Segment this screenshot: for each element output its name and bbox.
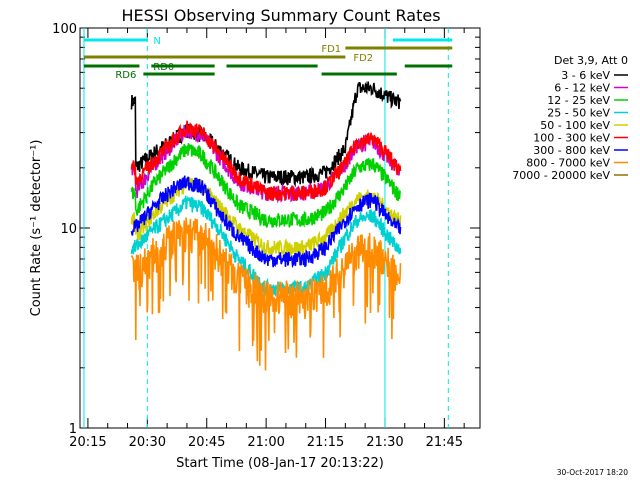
legend-label: 25 - 50 keV [547, 107, 610, 120]
series-line [130, 143, 402, 229]
x-tick-label: 20:45 [188, 435, 225, 450]
y-tick-label: 10 [60, 222, 77, 237]
legend-label: 6 - 12 keV [554, 82, 610, 95]
x-tick-label: 21:15 [307, 435, 344, 450]
x-tick-label: 21:30 [366, 435, 403, 450]
series-line [130, 177, 402, 258]
x-tick-label: 20:15 [69, 435, 106, 450]
x-tick-label: 20:30 [129, 435, 166, 450]
x-tick-label: 21:45 [426, 435, 463, 450]
legend-label: 100 - 300 keV [533, 132, 610, 145]
x-tick-label: 21:00 [247, 435, 284, 450]
legend-label: 800 - 7000 keV [526, 157, 610, 170]
flag-bar-label: N [153, 36, 160, 47]
y-axis-label: Count Rate (s⁻¹ detector⁻¹) [29, 140, 44, 317]
legend-label: 300 - 800 keV [533, 144, 610, 157]
series-line [130, 217, 402, 371]
legend-label: 12 - 25 keV [547, 94, 610, 107]
y-tick-label: 100 [52, 22, 77, 37]
legend-title: Det 3,9, Att 0 [554, 54, 628, 67]
series-line [130, 195, 402, 298]
y-tick-label: 1 [69, 422, 77, 437]
flag-bar-label: RD0 [153, 62, 174, 73]
flag-bar-label: RD6 [115, 70, 136, 81]
x-axis-label: Start Time (08-Jan-17 20:13:22) [176, 456, 384, 471]
plot-area: 1 10 100 20:15 20:30 20:45 21:00 21:15 21:30 21:4… [52, 22, 481, 450]
series-line [130, 120, 402, 201]
flag-bar-label: FD2 [353, 53, 373, 64]
legend-label: 3 - 6 keV [561, 69, 610, 82]
series-line [130, 175, 402, 269]
chart-title: HESSI Observing Summary Count Rates [121, 6, 440, 25]
legend-label: 50 - 100 keV [540, 119, 610, 132]
footer-timestamp: 30-Oct-2017 18:20 [557, 468, 628, 477]
legend-label: 7000 - 20000 keV [512, 169, 610, 182]
flag-bar-label: FD1 [321, 44, 341, 55]
